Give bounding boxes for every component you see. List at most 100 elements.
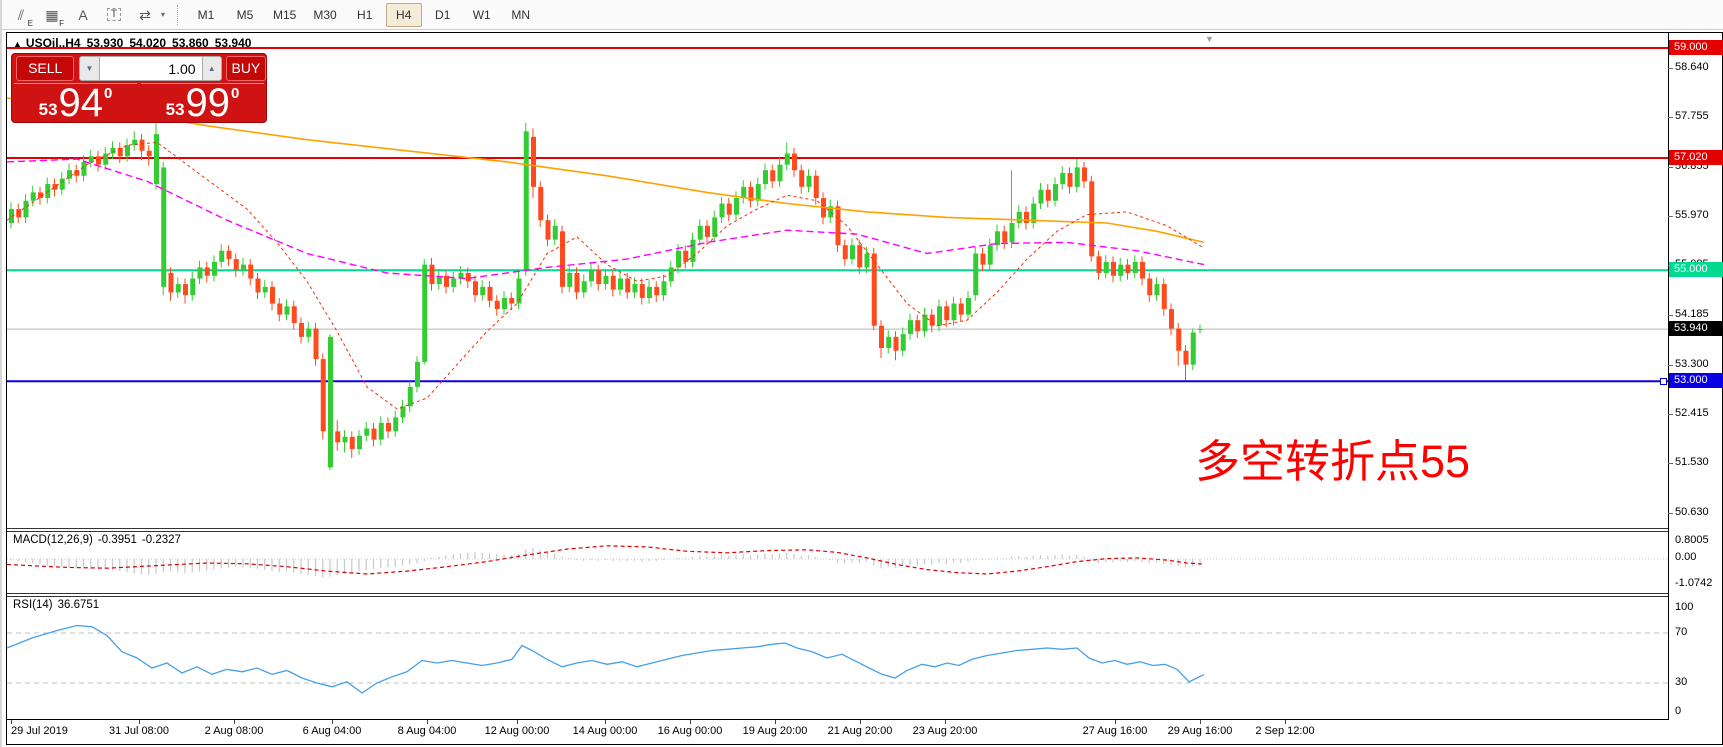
time-tick-mark [605, 720, 606, 724]
price-tick-mark [1668, 117, 1673, 118]
timeframe-button-w1[interactable]: W1 [472, 7, 491, 22]
rsi-axis-label: 100 [1675, 601, 1694, 613]
time-axis-label: 27 Aug 16:00 [1082, 725, 1148, 737]
macd-title: MACD(12,26,9) -0.3951 -0.2327 [13, 534, 181, 546]
timeframe-button-d1[interactable]: D1 [435, 7, 451, 22]
time-axis-label: 21 Aug 20:00 [827, 725, 893, 737]
ma-slow-orange [7, 97, 1205, 244]
time-tick-mark [1115, 720, 1116, 724]
chart-window[interactable]: ▲ USOil.,H4 53.930 54.020 53.860 53.940 ▼ SEL… [6, 32, 1723, 745]
ma-fast-red [7, 141, 1205, 410]
time-axis-label: 29 Jul 2019 [11, 725, 68, 737]
dropdown-caret-icon[interactable]: ▾ [161, 10, 166, 19]
buy-button[interactable]: BUY [225, 56, 266, 81]
bid-big-figure: 53 [38, 100, 58, 119]
volume-decrease-button[interactable]: ▼ [79, 56, 100, 81]
low-value: 53.860 [172, 36, 209, 50]
hline-drag-handle[interactable] [1660, 378, 1667, 385]
bid-pipette: 0 [104, 85, 113, 102]
ask-big-figure: 53 [165, 100, 185, 119]
price-axis-line [1668, 33, 1669, 720]
timeframe-button-m1[interactable]: M1 [197, 7, 215, 22]
volume-input[interactable] [99, 56, 202, 81]
price-tick-mark [1668, 68, 1673, 69]
time-axis-label: 8 Aug 04:00 [397, 725, 457, 737]
rsi-axis-label: 70 [1675, 626, 1688, 638]
macd-canvas[interactable] [7, 532, 1668, 593]
time-axis-label: 2 Aug 08:00 [204, 725, 264, 737]
price-tick-label: 52.415 [1675, 407, 1709, 419]
price-tick-label: 53.300 [1675, 358, 1709, 370]
time-tick-mark [332, 720, 333, 724]
price-badge-57-020: 57.020 [1669, 150, 1723, 165]
time-axis[interactable]: 29 Jul 2019 31 Jul 08:00 2 Aug 08:00 6 Aug … [7, 719, 1668, 745]
price-tick-mark [1668, 365, 1673, 366]
time-axis-label: 12 Aug 00:00 [484, 725, 550, 737]
bid-pips: 94 [58, 80, 104, 125]
rsi-axis-label: 30 [1675, 676, 1688, 688]
price-badge-53-940: 53.940 [1669, 321, 1723, 336]
time-axis-label: 23 Aug 20:00 [912, 725, 978, 737]
time-axis-label: 14 Aug 00:00 [572, 725, 638, 737]
timeframe-button-m5[interactable]: M5 [236, 7, 254, 22]
time-tick-mark [1285, 720, 1286, 724]
price-tick-mark [1668, 167, 1673, 168]
collapse-icon[interactable]: ▲ [13, 39, 22, 49]
price-tick-mark [1668, 414, 1673, 415]
time-tick-mark [860, 720, 861, 724]
timeframe-button-m30[interactable]: M30 [313, 7, 337, 22]
timeframe-button-m15[interactable]: M15 [273, 7, 297, 22]
time-axis-label: 16 Aug 00:00 [657, 725, 723, 737]
fibonacci-grid-icon[interactable]: ▦ F [45, 6, 64, 28]
macd-axis-label: 0.00 [1675, 551, 1697, 563]
bid-price[interactable]: 53 94 0 [14, 83, 137, 123]
chart-annotation-text[interactable]: 多空转折点55 [1195, 436, 1471, 487]
close-value: 53.940 [214, 36, 252, 50]
text-icon[interactable]: A [78, 6, 88, 23]
symbol-label: USOil.,H4 [25, 36, 81, 50]
rsi-canvas[interactable] [7, 597, 1668, 719]
time-tick-mark [139, 720, 140, 724]
price-tick-label: 57.755 [1675, 110, 1709, 122]
price-tick-mark [1668, 513, 1673, 514]
ask-pipette: 0 [231, 85, 240, 102]
rsi-axis-label: 0 [1675, 705, 1682, 717]
main-chart-canvas[interactable] [7, 33, 1668, 528]
panel-separator[interactable] [7, 528, 1668, 532]
time-tick-mark [234, 720, 235, 724]
sell-button[interactable]: SELL [16, 56, 75, 81]
price-tick-label: 55.970 [1675, 209, 1709, 221]
rsi-title: RSI(14) 36.6751 [13, 599, 100, 611]
macd-axis-label: -1.0742 [1675, 577, 1713, 589]
drawing-tools-icon[interactable]: ⇄ [139, 6, 151, 23]
ask-price[interactable]: 53 99 0 [141, 83, 264, 123]
toolbar-separator [177, 4, 179, 25]
chart-ohlc-header: ▲ USOil.,H4 53.930 54.020 53.860 53.940 [13, 36, 257, 50]
timeframe-button-h1[interactable]: H1 [357, 7, 373, 22]
time-tick-mark [11, 720, 12, 724]
text-label-icon[interactable]: T [101, 4, 127, 26]
time-axis-label: 19 Aug 20:00 [742, 725, 808, 737]
price-badge-53-000: 53.000 [1669, 373, 1723, 388]
chart-shift-marker-icon[interactable]: ▼ [1205, 34, 1214, 44]
price-tick-mark [1668, 315, 1673, 316]
high-value: 54.020 [129, 36, 167, 50]
price-tick-label: 54.185 [1675, 308, 1709, 320]
macd-axis-label: 0.8005 [1675, 534, 1709, 546]
time-axis-label: 29 Aug 16:00 [1167, 725, 1233, 737]
timeframe-button-h4[interactable]: H4 [385, 2, 422, 27]
open-value: 53.930 [86, 36, 124, 50]
time-tick-mark [775, 720, 776, 724]
time-axis-label: 6 Aug 04:00 [302, 725, 362, 737]
time-axis-label: 31 Jul 08:00 [109, 725, 169, 737]
timeframe-button-mn[interactable]: MN [511, 7, 531, 22]
toolbar: ⫽ E ▦ F A T ⇄ ▾ M1 M5 M15 M30 H1 H4 D1 W1 MN [2, 0, 1723, 30]
panel-separator[interactable] [7, 593, 1668, 597]
time-tick-mark [517, 720, 518, 724]
equidistant-channel-icon[interactable]: ⫽ E [17, 6, 33, 28]
volume-increase-button[interactable]: ▲ [201, 56, 222, 81]
time-tick-mark [690, 720, 691, 724]
price-badge-55-000: 55.000 [1669, 262, 1723, 277]
